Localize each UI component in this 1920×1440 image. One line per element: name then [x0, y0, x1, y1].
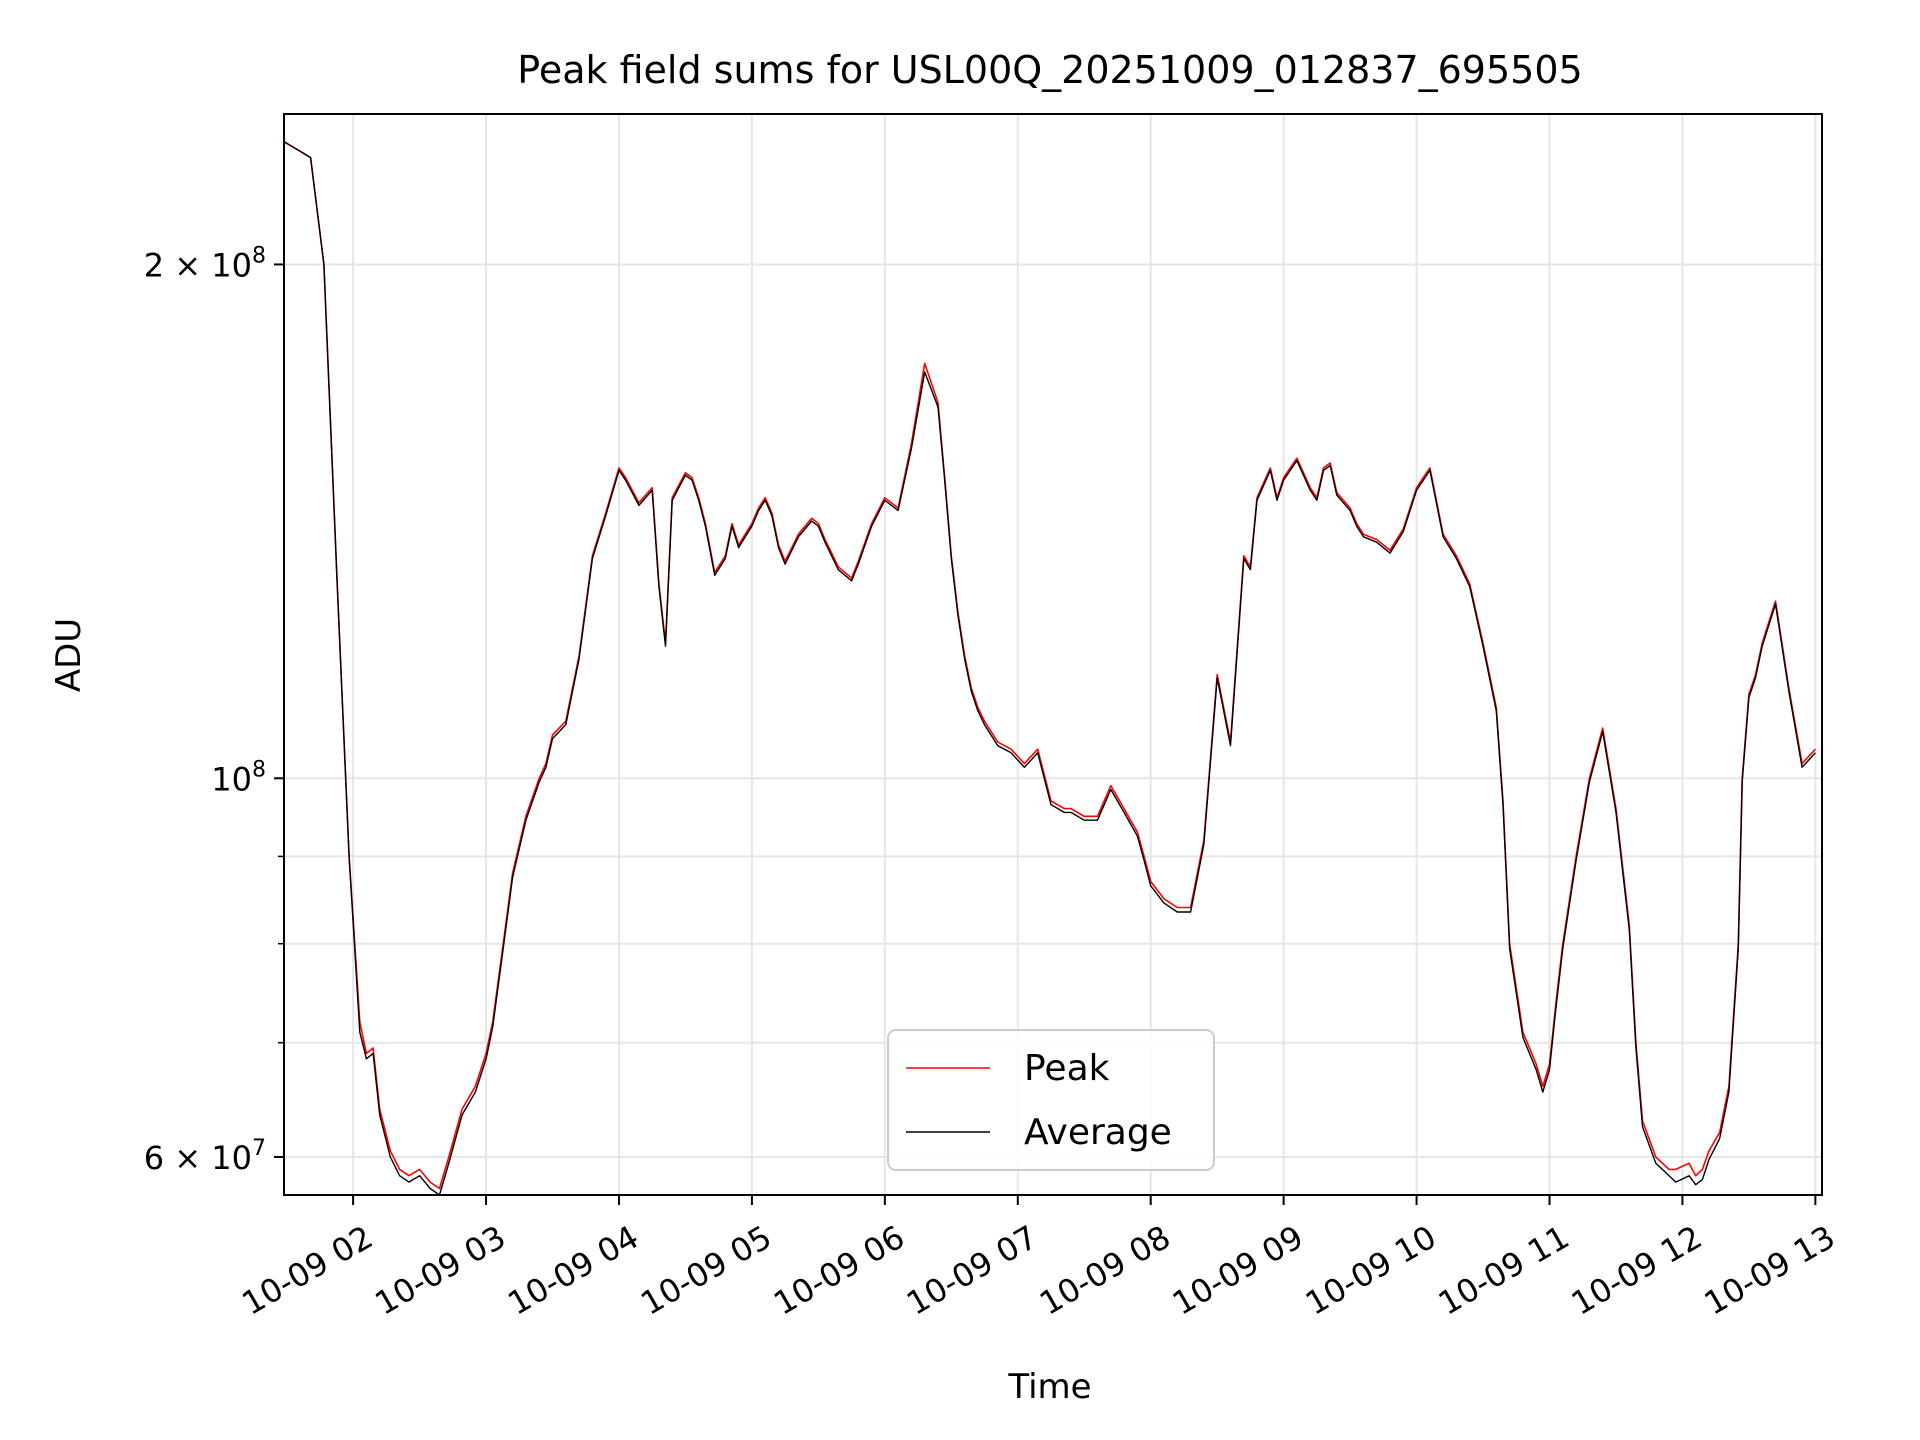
chart-title: Peak field sums for USL00Q_20251009_0128…: [517, 48, 1582, 92]
legend-label-average: Average: [1024, 1112, 1172, 1153]
y-tick-label-60000000: 6 × 107: [144, 1136, 266, 1177]
series-line-average: [284, 141, 1816, 1195]
legend-box: [887, 1029, 1215, 1171]
y-axis-label: ADU: [49, 618, 89, 692]
legend: Peak Average: [887, 1029, 1215, 1171]
y-tick-label-200000000: 2 × 108: [144, 243, 266, 284]
plot-frame: [283, 113, 1823, 1196]
y-tick-label-100000000: 108: [211, 757, 266, 798]
x-axis-label: Time: [1007, 1367, 1091, 1407]
legend-label-peak: Peak: [1024, 1048, 1110, 1089]
